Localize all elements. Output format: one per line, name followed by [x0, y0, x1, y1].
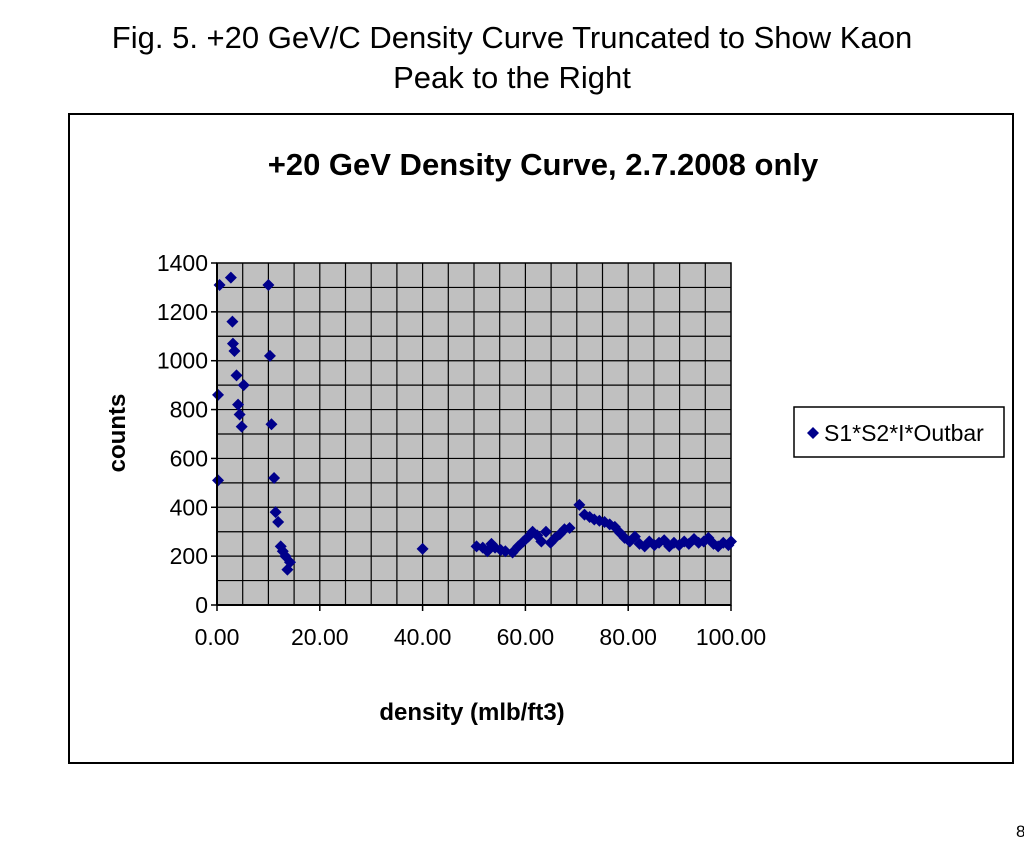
data-point — [263, 349, 276, 362]
x-axis-title: density (mlb/ft3) — [379, 699, 564, 726]
data-point — [470, 540, 483, 553]
data-point — [268, 471, 281, 484]
data-point — [707, 537, 720, 550]
data-point — [608, 520, 621, 533]
chart-frame: +20 GeV Density Curve, 2.7.2008 only 0 20… — [68, 113, 1024, 841]
data-point — [603, 518, 616, 531]
y-axis-title: counts — [104, 394, 131, 473]
y-tick-label: 1200 — [157, 299, 208, 325]
chart-title: +20 GeV Density Curve, 2.7.2008 only — [268, 147, 819, 182]
x-tick-label: 80.00 — [599, 624, 657, 650]
page-number: 8 — [1016, 822, 1024, 841]
data-point — [416, 542, 429, 555]
x-tick-label: 40.00 — [394, 624, 452, 650]
density-scatter-chart: +20 GeV Density Curve, 2.7.2008 only 0 20… — [104, 147, 1005, 726]
data-point — [283, 556, 296, 569]
x-tick-label: 20.00 — [291, 624, 349, 650]
data-point — [235, 420, 248, 433]
data-point — [272, 515, 285, 528]
y-tick-label: 400 — [170, 494, 208, 520]
x-tick-label: 100.00 — [696, 624, 766, 650]
data-point — [489, 541, 502, 554]
data-point — [265, 418, 278, 431]
data-point — [476, 541, 489, 554]
y-tick-label: 600 — [170, 445, 208, 471]
data-point — [522, 530, 535, 543]
legend-label-series: S1*S2*I*Outbar — [824, 420, 984, 446]
data-point — [226, 315, 239, 328]
x-tick-label: 0.00 — [195, 624, 240, 650]
data-point — [274, 540, 287, 553]
data-point — [725, 535, 737, 548]
legend-box — [793, 406, 1005, 458]
plot-area — [216, 262, 732, 606]
data-point — [553, 528, 566, 541]
y-tick-label: 1000 — [157, 348, 208, 374]
y-tick-label: 1400 — [157, 250, 208, 276]
data-point — [228, 344, 241, 357]
slide-title: Fig. 5. +20 GeV/C Density Curve Truncate… — [0, 18, 1024, 98]
x-tick-label: 60.00 — [497, 624, 555, 650]
data-point — [573, 498, 586, 511]
y-tick-label: 800 — [170, 397, 208, 423]
axis-ticks: 0 200 400 600 800 1000 1200 1400 0.00 20.00 40.00 6… — [157, 250, 766, 650]
data-point — [232, 398, 245, 411]
slide-title-line-2: Peak to the Right — [393, 60, 631, 95]
data-point — [233, 408, 246, 421]
data-point — [485, 537, 498, 550]
data-point — [535, 535, 548, 548]
data-point — [212, 388, 225, 401]
y-tick-label: 200 — [170, 543, 208, 569]
data-point — [549, 531, 562, 544]
data-point — [230, 369, 243, 382]
slide-title-line-1: Fig. 5. +20 GeV/C Density Curve Truncate… — [111, 20, 913, 55]
data-point — [563, 522, 576, 535]
data-point — [262, 278, 275, 291]
y-tick-label: 0 — [195, 592, 208, 618]
data-point — [633, 537, 646, 550]
data-point — [539, 525, 552, 538]
data-point — [269, 506, 282, 519]
legend: S1*S2*I*Outbar — [793, 406, 1005, 458]
data-point — [212, 474, 225, 487]
data-point — [224, 271, 237, 284]
legend-marker — [807, 427, 819, 439]
data-points — [212, 271, 737, 576]
data-point — [237, 379, 250, 392]
